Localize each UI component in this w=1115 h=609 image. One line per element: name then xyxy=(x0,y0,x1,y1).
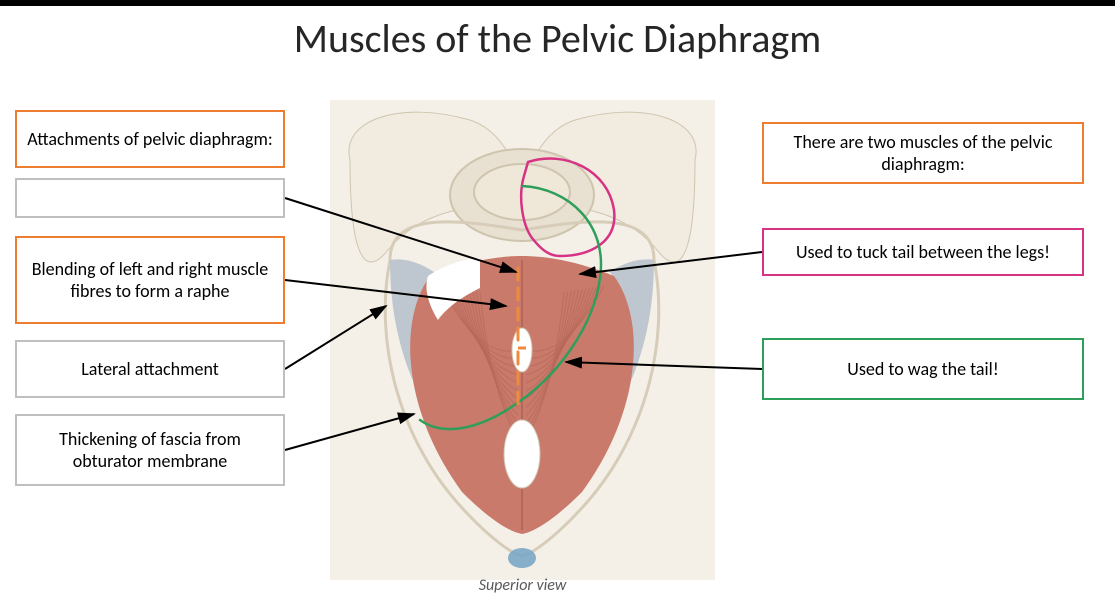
label-attachments-header: Attachments of pelvic diaphragm: xyxy=(15,110,285,168)
top-black-bar xyxy=(0,0,1115,6)
text: Used to wag the tail! xyxy=(847,358,998,381)
label-two-muscles-header: There are two muscles of the pelvic diap… xyxy=(762,122,1084,184)
label-blank xyxy=(15,178,285,218)
text: Used to tuck tail between the legs! xyxy=(796,241,1050,264)
label-lateral: Lateral attachment xyxy=(15,340,285,398)
page-title: Muscles of the Pelvic Diaphragm xyxy=(0,14,1115,63)
label-tuck-tail: Used to tuck tail between the legs! xyxy=(762,228,1084,276)
text: Lateral attachment xyxy=(81,358,219,381)
label-thickening: Thickening of fascia from obturator memb… xyxy=(15,414,285,486)
text: Thickening of fascia from obturator memb… xyxy=(27,428,273,473)
diagram-caption: Superior view xyxy=(330,576,715,595)
label-blending: Blending of left and right muscle fibres… xyxy=(15,236,285,324)
text: Blending of left and right muscle fibres… xyxy=(27,258,273,303)
pelvis-diagram xyxy=(330,100,715,580)
text: Attachments of pelvic diaphragm: xyxy=(27,128,272,151)
label-wag-tail: Used to wag the tail! xyxy=(762,338,1084,400)
text: There are two muscles of the pelvic diap… xyxy=(774,131,1072,176)
